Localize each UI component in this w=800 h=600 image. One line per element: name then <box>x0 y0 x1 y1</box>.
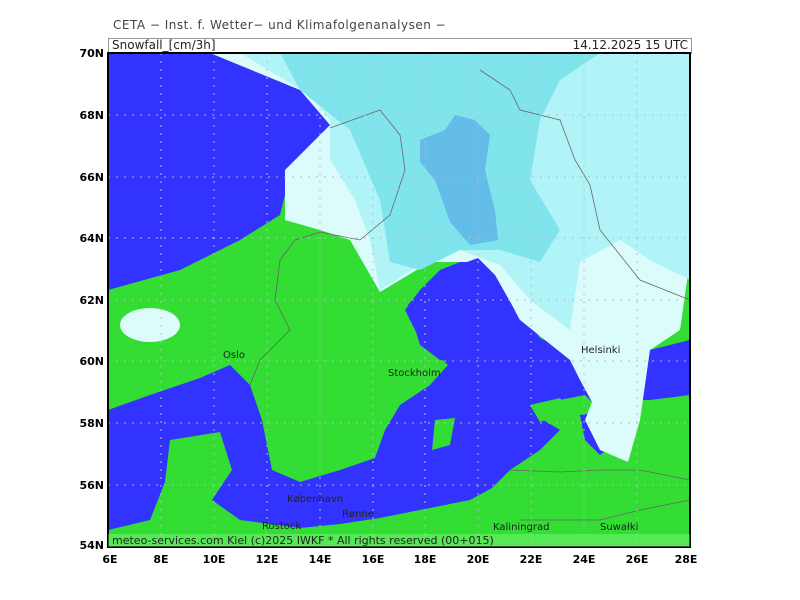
sea-ladoga <box>650 345 690 380</box>
lon-tick: 18E <box>414 553 437 566</box>
lon-tick: 28E <box>675 553 698 566</box>
city-kaliningrad: Kaliningrad <box>493 522 549 533</box>
lat-tick: 62N <box>79 294 104 307</box>
lat-tick: 64N <box>79 232 104 245</box>
land-gotland <box>432 418 455 450</box>
valid-time: 14.12.2025 15 UTC <box>572 38 688 52</box>
city-labels: Oslo Stockholm Helsinki København Rønne … <box>223 345 638 533</box>
lon-tick: 10E <box>203 553 226 566</box>
lat-tick: 68N <box>79 109 104 122</box>
parameter-label: Snowfall_[cm/3h] <box>112 38 216 52</box>
lon-tick: 24E <box>573 553 596 566</box>
snow-patch-norway <box>120 308 180 342</box>
lon-tick: 12E <box>256 553 279 566</box>
lat-tick: 58N <box>79 417 104 430</box>
city-stockholm: Stockholm <box>388 368 441 379</box>
lat-tick: 60N <box>79 355 104 368</box>
institute-header: CETA − Inst. f. Wetter− und Klimafolgena… <box>113 18 447 32</box>
lon-tick: 14E <box>309 553 332 566</box>
sea-bothnia <box>408 258 525 360</box>
city-suwalki: Suwałki <box>600 522 638 533</box>
lon-tick: 8E <box>153 553 168 566</box>
lat-tick: 70N <box>79 47 104 60</box>
city-kobenhavn: København <box>287 494 343 505</box>
city-ronne: Rønne <box>342 509 374 520</box>
lat-axis: 70N 68N 66N 64N 62N 60N 58N 56N 54N <box>79 47 104 552</box>
lat-tick: 66N <box>79 171 104 184</box>
land-south <box>108 395 690 547</box>
city-oslo: Oslo <box>223 350 245 361</box>
map-frame <box>107 52 691 548</box>
lon-tick: 20E <box>467 553 490 566</box>
city-rostock: Rostock <box>262 521 301 532</box>
lat-tick: 54N <box>79 539 104 552</box>
borders <box>249 69 691 521</box>
city-helsinki: Helsinki <box>581 345 620 356</box>
lon-tick: 16E <box>362 553 385 566</box>
copyright-footer: meteo-services.com Kiel (c)2025 IWKF * A… <box>108 534 690 547</box>
lon-tick: 22E <box>520 553 543 566</box>
lon-tick: 6E <box>102 553 117 566</box>
lon-tick: 26E <box>626 553 649 566</box>
lat-tick: 56N <box>79 479 104 492</box>
snow-heavy <box>420 115 498 245</box>
lat-lon-grid <box>108 53 690 547</box>
lon-axis: 6E 8E 10E 12E 14E 16E 18E 20E 22E 24E 26… <box>102 553 697 566</box>
land-saaremaa <box>530 398 570 422</box>
